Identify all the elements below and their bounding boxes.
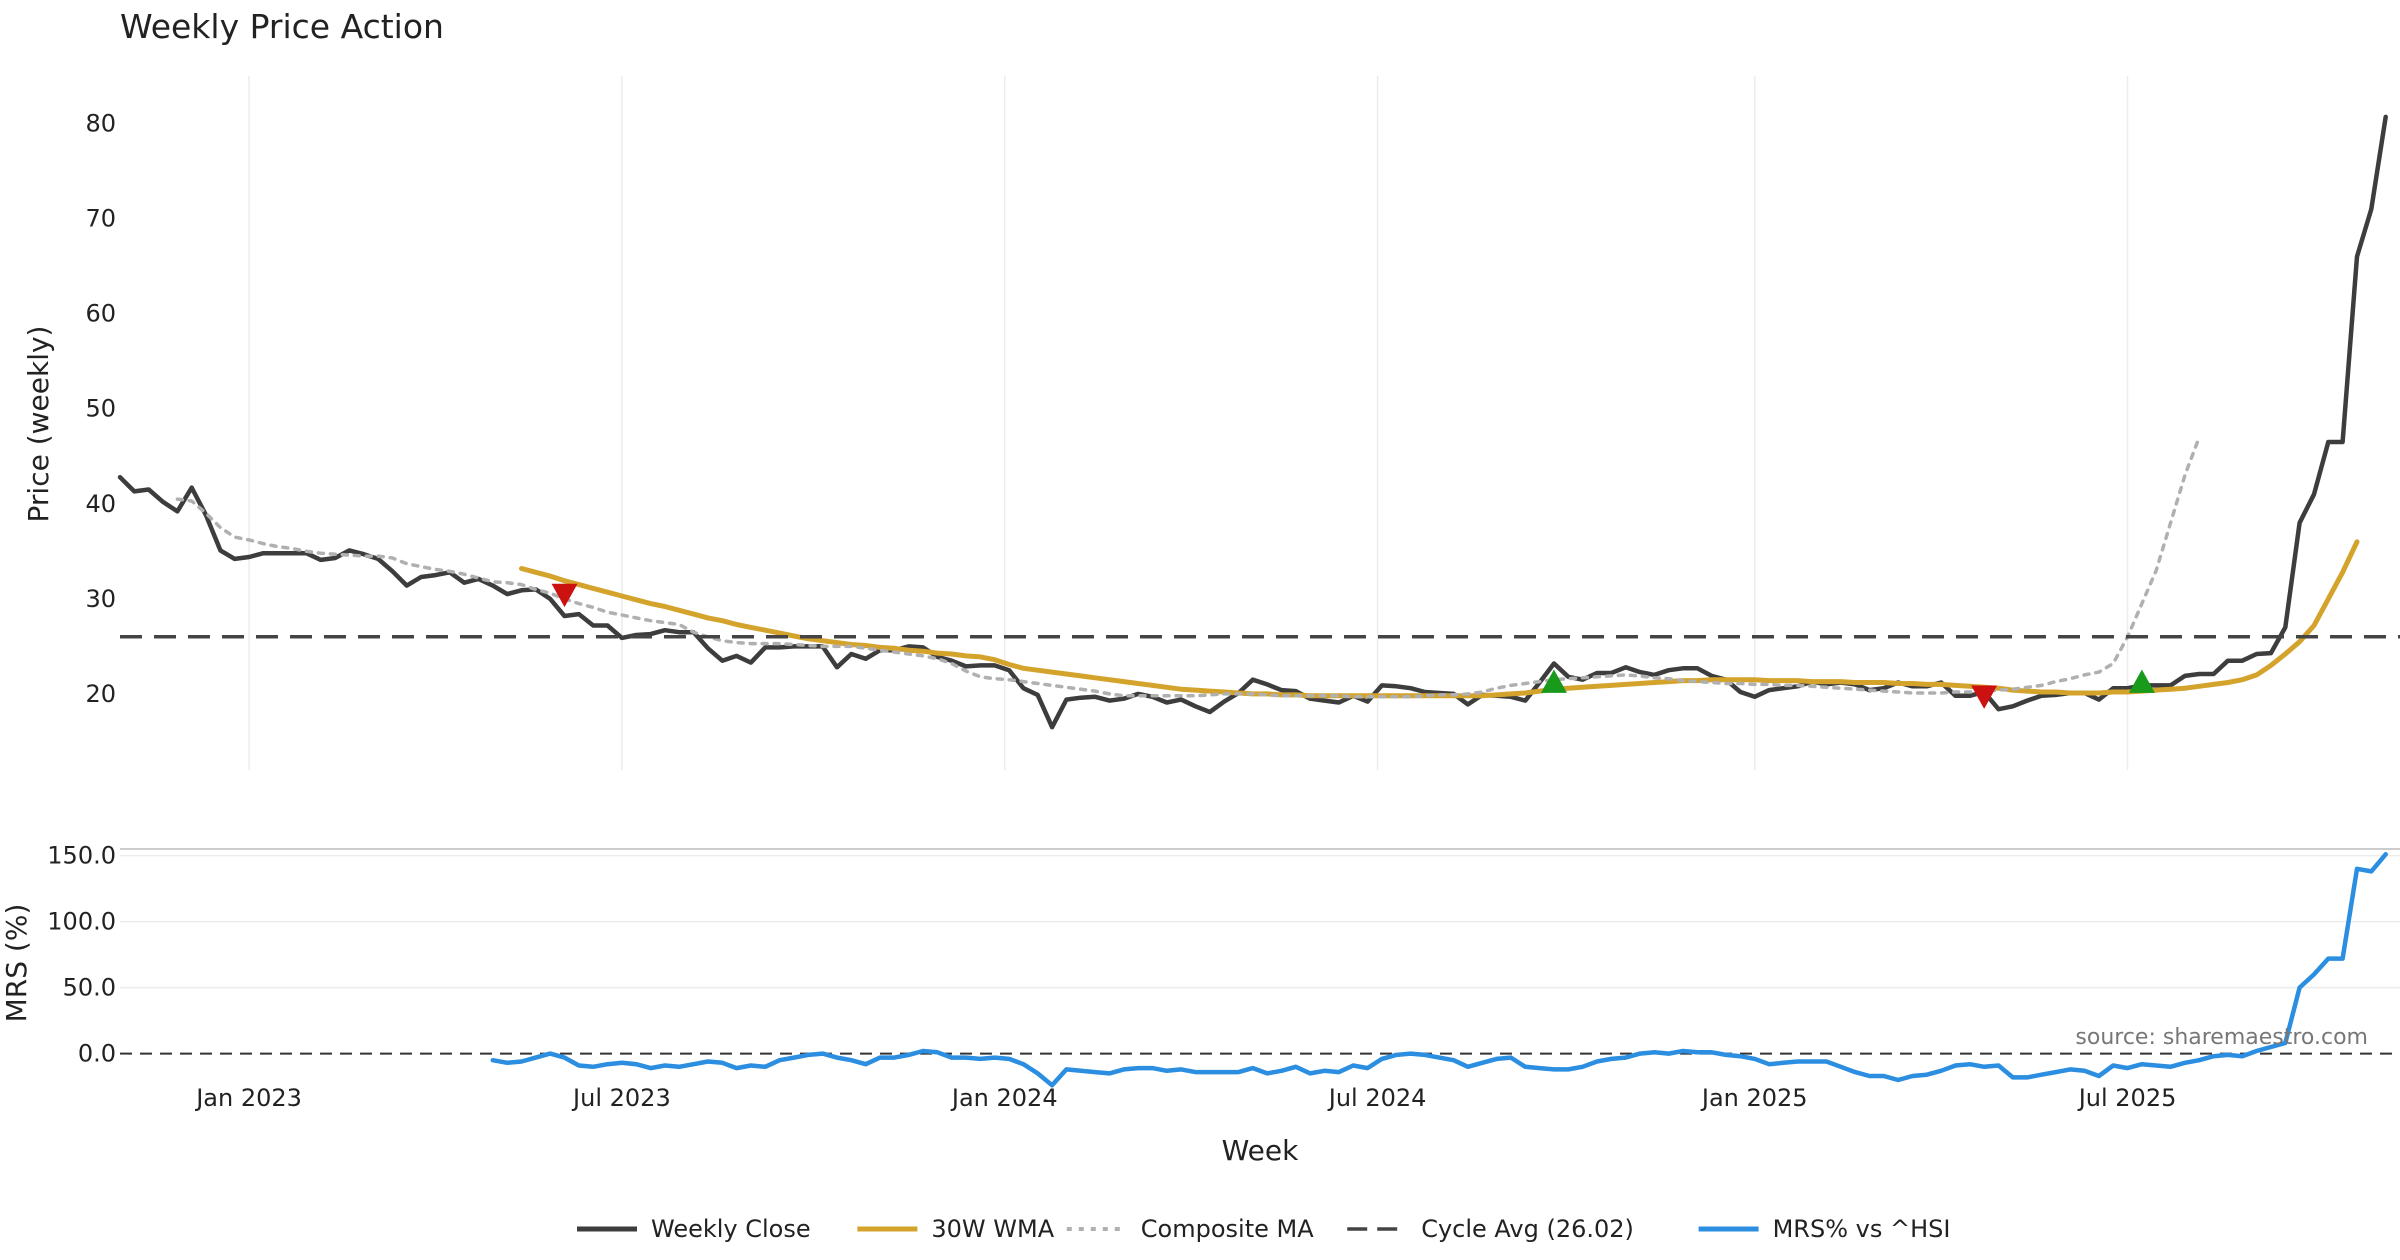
- legend: Weekly Close 30W WMA Composite MA Cycle Avg…: [577, 1215, 1950, 1243]
- mrs-series: [490, 852, 2388, 1088]
- price-y-tick: 40: [85, 490, 116, 518]
- legend-item-composite-ma: Composite MA: [1066, 1215, 1314, 1243]
- x-tick: Jul 2025: [2077, 1084, 2177, 1112]
- x-axis-title: Week: [1222, 1134, 1299, 1167]
- sell-signal-marker: [551, 583, 578, 608]
- series-composite-ma: [175, 435, 2201, 699]
- legend-item-mrs-vs-hsi: MRS% vs ^HSI: [1698, 1215, 1951, 1243]
- x-tick-labels: Jan 2023 Jul 2023 Jan 2024 Jul 2024 Jan 2025…: [194, 1084, 2176, 1112]
- legend-label: Weekly Close: [651, 1215, 811, 1243]
- mrs-gridlines: [120, 854, 2400, 1055]
- source-note: source: sharemaestro.com: [2075, 1025, 2368, 1050]
- price-series: [117, 114, 2400, 730]
- mrs-y-tick: 50.0: [63, 974, 116, 1002]
- mrs-y-tick-labels: 0.0 50.0 100.0 150.0: [47, 842, 116, 1068]
- price-y-tick-labels: 20 30 40 50 60 70 80: [85, 110, 116, 708]
- legend-item-cycle-avg-26-02: Cycle Avg (26.02): [1347, 1215, 1634, 1243]
- legend-label: Cycle Avg (26.02): [1421, 1215, 1634, 1243]
- price-y-tick: 20: [85, 680, 116, 708]
- mrs-y-tick: 0.0: [78, 1040, 116, 1068]
- legend-label: Composite MA: [1141, 1215, 1314, 1243]
- price-y-tick: 80: [85, 110, 116, 138]
- mrs-y-tick: 100.0: [47, 908, 116, 936]
- price-y-tick: 70: [85, 205, 116, 233]
- price-gridlines: [248, 76, 2129, 770]
- sell-signal-marker: [1971, 685, 1998, 709]
- price-y-tick: 60: [85, 300, 116, 328]
- legend-item-30w-wma: 30W WMA: [857, 1215, 1055, 1243]
- buy-signal-marker: [2128, 669, 2155, 693]
- x-tick: Jul 2023: [571, 1084, 671, 1112]
- buy-signal-marker: [1540, 669, 1567, 693]
- legend-label: MRS% vs ^HSI: [1773, 1215, 1951, 1243]
- mrs-y-tick: 150.0: [47, 842, 116, 870]
- x-tick: Jan 2024: [950, 1084, 1058, 1112]
- mrs-panel: 0.0 50.0 100.0 150.0 MRS (%) source: sharem…: [0, 842, 2400, 1088]
- price-y-tick: 50: [85, 395, 116, 423]
- price-panel: 20 30 40 50 60 70 80 Weekly Price Action Price…: [22, 7, 2400, 770]
- series-weekly-close: [117, 114, 2388, 730]
- price-y-tick: 30: [85, 585, 116, 613]
- mrs-y-axis-title: MRS (%): [0, 904, 33, 1023]
- legend-label: 30W WMA: [931, 1215, 1054, 1243]
- series-mrs-vs-hsi: [490, 852, 2388, 1088]
- legend-item-weekly-close: Weekly Close: [577, 1215, 811, 1243]
- price-y-axis-title: Price (weekly): [22, 326, 55, 523]
- x-tick: Jul 2024: [1327, 1084, 1427, 1112]
- signal-markers: [551, 583, 2155, 709]
- x-tick: Jan 2023: [194, 1084, 302, 1112]
- chart-title: Weekly Price Action: [120, 7, 444, 46]
- x-tick: Jan 2025: [1700, 1084, 1808, 1112]
